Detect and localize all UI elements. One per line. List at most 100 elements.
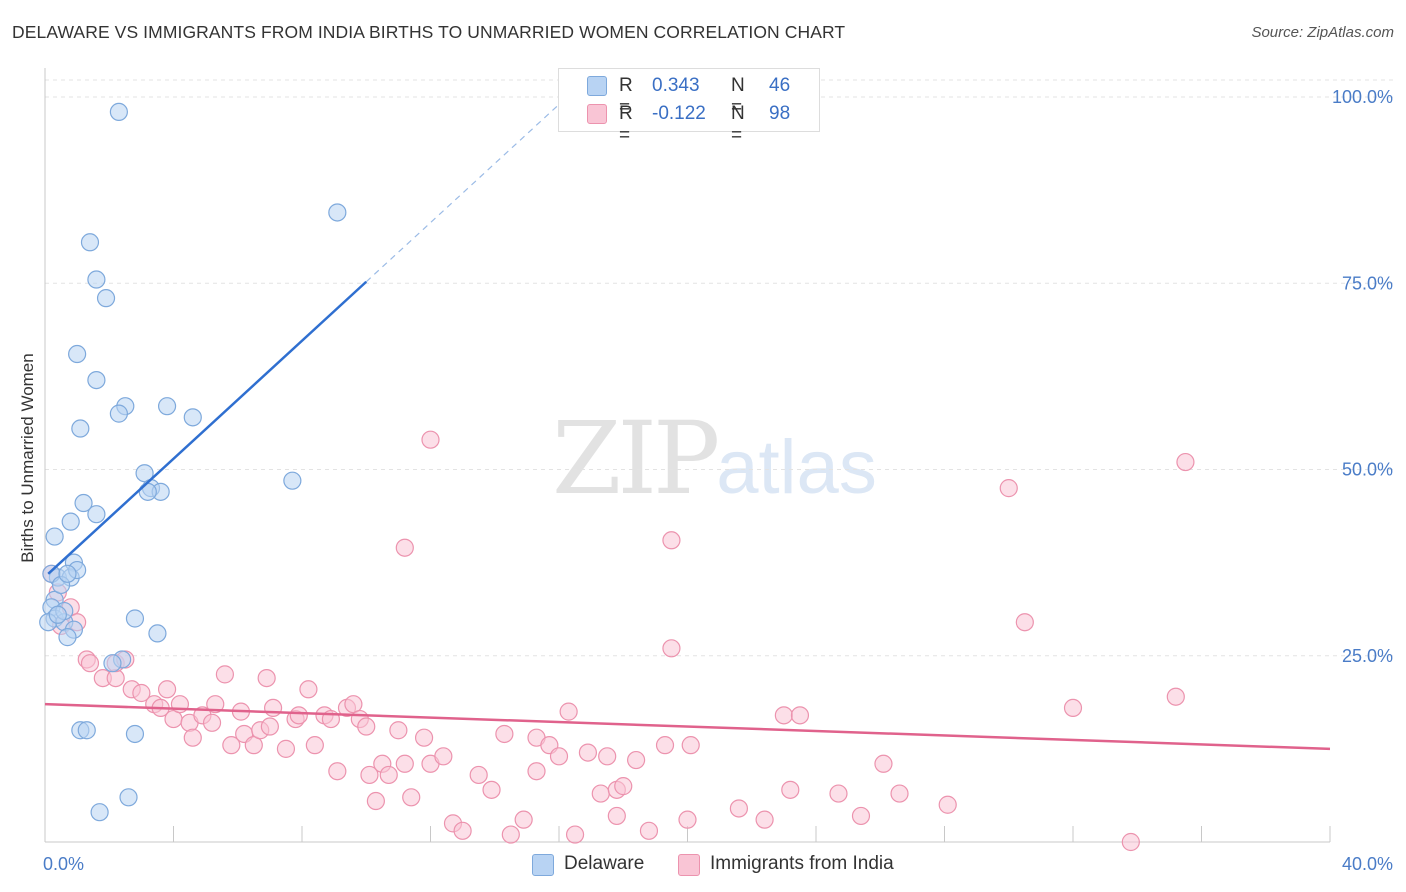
india-point bbox=[183, 728, 202, 747]
delaware-point bbox=[77, 721, 96, 740]
delaware-point bbox=[96, 289, 116, 308]
delaware-point bbox=[125, 724, 145, 744]
india-point bbox=[938, 795, 957, 814]
y-tick-label: 75.0% bbox=[1342, 273, 1393, 293]
delaware-point bbox=[157, 397, 177, 416]
india-point bbox=[402, 788, 421, 807]
india-point bbox=[874, 754, 893, 773]
india-point bbox=[1176, 452, 1195, 472]
india-point bbox=[469, 765, 488, 785]
india-point bbox=[662, 639, 681, 658]
india-point bbox=[215, 665, 234, 684]
delaware-point bbox=[74, 493, 93, 513]
india-point bbox=[999, 479, 1018, 498]
legend-r-value: -0.122 bbox=[652, 103, 706, 124]
india-point bbox=[829, 784, 848, 803]
axes bbox=[44, 68, 1331, 843]
india-point bbox=[614, 777, 633, 796]
india-point bbox=[366, 791, 385, 811]
india-point bbox=[257, 668, 276, 688]
india-point bbox=[263, 698, 283, 718]
india-point bbox=[206, 695, 225, 714]
delaware-point bbox=[68, 344, 87, 364]
india-point bbox=[276, 739, 296, 758]
india-point bbox=[202, 713, 222, 732]
india-point bbox=[1015, 613, 1034, 632]
trend-extensions bbox=[365, 104, 560, 283]
india-point bbox=[395, 538, 414, 557]
y-tick-label: 100.0% bbox=[1332, 87, 1393, 107]
legend-r-value: 0.343 bbox=[652, 75, 700, 96]
india-point bbox=[639, 821, 659, 840]
source-label: Source: ZipAtlas.com bbox=[1251, 24, 1394, 41]
india-point bbox=[781, 780, 800, 799]
india-point bbox=[157, 680, 177, 699]
india-point bbox=[495, 724, 514, 744]
india-point bbox=[395, 754, 414, 773]
delaware-point bbox=[103, 654, 122, 673]
delaware-point bbox=[138, 482, 157, 501]
india-point bbox=[655, 736, 675, 755]
delaware-point bbox=[109, 102, 128, 122]
delaware-point bbox=[80, 233, 100, 252]
india-point bbox=[598, 747, 617, 766]
india-point bbox=[305, 736, 324, 755]
y-tick-label: 25.0% bbox=[1342, 646, 1393, 666]
india-point bbox=[328, 762, 347, 781]
india-point bbox=[1166, 687, 1185, 706]
legend-n-value: 98 bbox=[769, 103, 791, 124]
india-point bbox=[260, 717, 279, 736]
delaware-point bbox=[119, 788, 138, 807]
legend-n-label: N = bbox=[731, 75, 745, 118]
legend-swatch-delaware bbox=[587, 76, 607, 96]
legend-r-label: R = bbox=[619, 103, 633, 146]
series-label-delaware: Delaware bbox=[564, 853, 645, 874]
india-point bbox=[578, 743, 598, 762]
legend-r-label: R = bbox=[619, 75, 633, 118]
india-point bbox=[662, 531, 681, 550]
delaware-point bbox=[148, 624, 167, 643]
india-point bbox=[414, 728, 434, 747]
delaware-point bbox=[45, 527, 64, 546]
series-swatch-delaware bbox=[532, 854, 554, 876]
india-point bbox=[360, 765, 379, 785]
india-point bbox=[299, 680, 318, 699]
chart-title: DELAWARE VS IMMIGRANTS FROM INDIA BIRTHS… bbox=[12, 22, 846, 42]
delaware-point bbox=[48, 605, 67, 624]
india-point bbox=[80, 654, 100, 673]
india-point bbox=[678, 810, 697, 829]
series-swatch-india bbox=[678, 854, 700, 876]
x-tick-label: 40.0% bbox=[1342, 854, 1393, 874]
india-point bbox=[501, 825, 520, 844]
x-tick-label: 0.0% bbox=[43, 854, 84, 874]
stats-legend: R = 0.343 N = 46 R = -0.122 N = 98 bbox=[558, 68, 820, 146]
legend-n-label: N = bbox=[731, 103, 745, 146]
delaware-point bbox=[328, 203, 347, 222]
india-point bbox=[626, 750, 646, 770]
delaware-trend-extension bbox=[365, 104, 560, 283]
delaware-point bbox=[125, 609, 145, 628]
india-point bbox=[1063, 698, 1083, 718]
delaware-point bbox=[61, 512, 80, 531]
series-label-india: Immigrants from India bbox=[710, 853, 894, 874]
data-points bbox=[39, 102, 1195, 852]
watermark-atlas: atlas bbox=[716, 425, 877, 510]
india-point bbox=[851, 806, 871, 826]
india-point bbox=[289, 706, 308, 725]
y-axis-label: Births to Unmarried Women bbox=[18, 353, 37, 562]
delaware-point bbox=[90, 803, 109, 822]
india-point bbox=[514, 810, 533, 829]
india-point bbox=[434, 747, 453, 766]
india-point bbox=[453, 821, 472, 840]
india-point bbox=[890, 784, 909, 803]
delaware-point bbox=[87, 505, 106, 524]
delaware-point bbox=[87, 371, 106, 390]
delaware-point bbox=[87, 270, 106, 289]
delaware-point bbox=[109, 404, 128, 423]
india-point bbox=[1121, 832, 1140, 852]
legend-n-value: 46 bbox=[769, 75, 791, 96]
india-point bbox=[755, 810, 774, 829]
trend-lines bbox=[44, 280, 1331, 751]
india-point bbox=[421, 430, 440, 449]
